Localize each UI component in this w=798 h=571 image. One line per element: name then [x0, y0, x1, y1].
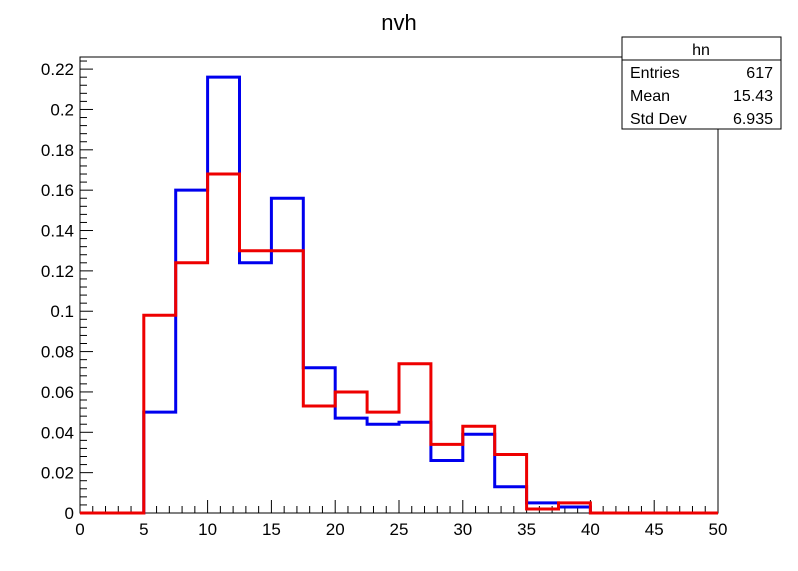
- y-tick-label: 0: [65, 504, 74, 523]
- y-tick-label: 0.2: [50, 100, 74, 119]
- y-tick-label: 0.06: [41, 383, 74, 402]
- stats-box-frame: [621, 36, 782, 130]
- stats-value-mean: 15.43: [733, 88, 773, 105]
- histogram-series-2: [80, 172, 718, 515]
- stats-value-stddev: 6.935: [733, 111, 773, 128]
- x-tick-label: 20: [326, 520, 345, 539]
- x-tick-label: 25: [390, 520, 409, 539]
- stats-label-stddev: Std Dev: [630, 111, 687, 128]
- y-tick-label: 0.04: [41, 423, 74, 442]
- y-tick-label: 0.16: [41, 181, 74, 200]
- x-tick-label: 50: [709, 520, 728, 539]
- stats-label-entries: Entries: [630, 65, 680, 82]
- y-tick-label: 0.14: [41, 222, 74, 241]
- x-tick-label: 5: [139, 520, 148, 539]
- y-tick-label: 0.18: [41, 141, 74, 160]
- y-axis: 0 0.02 0.04 0.06 0.08 0.1 0.12 0.14 0.16 0.18 0.2 0…: [41, 60, 93, 523]
- y-tick-label: 0.1: [50, 302, 74, 321]
- y-tick-label: 0.02: [41, 464, 74, 483]
- x-tick-label: 35: [517, 520, 536, 539]
- x-tick-label: 40: [581, 520, 600, 539]
- y-tick-label: 0.12: [41, 262, 74, 281]
- histogram-series-1: [80, 75, 718, 515]
- x-tick-label: 45: [645, 520, 664, 539]
- x-axis: 0 5 10 15 20 25 30 35 40 45 50: [75, 500, 727, 539]
- x-tick-label: 15: [262, 520, 281, 539]
- series-layer: [80, 75, 718, 515]
- stats-box: hn Entries 617 Mean 15.43 Std Dev 6.935: [621, 36, 782, 130]
- x-tick-label: 30: [453, 520, 472, 539]
- y-tick-label: 0.08: [41, 343, 74, 362]
- x-tick-label: 10: [198, 520, 217, 539]
- x-tick-label: 0: [75, 520, 84, 539]
- y-tick-label: 0.22: [41, 60, 74, 79]
- stats-box-name: hn: [692, 42, 710, 59]
- stats-label-mean: Mean: [630, 88, 670, 105]
- chart-title: nvh: [381, 10, 416, 35]
- stats-value-entries: 617: [746, 65, 773, 82]
